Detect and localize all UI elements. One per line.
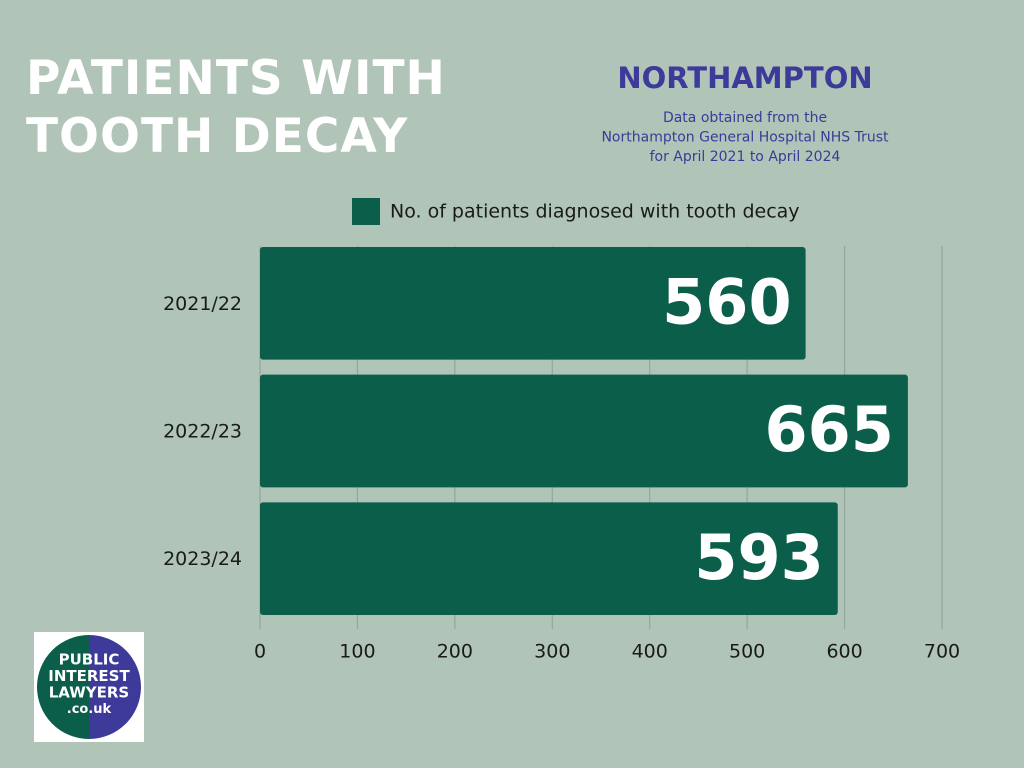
legend-label: No. of patients diagnosed with tooth dec… [390,201,800,223]
value-label: 593 [694,521,823,594]
x-tick-label: 300 [534,641,570,663]
y-tick-label: 2022/23 [163,421,242,443]
x-tick-label: 200 [437,641,473,663]
x-tick-label: 0 [254,641,266,663]
logo-text: .co.uk [67,702,112,717]
x-tick-label: 400 [632,641,668,663]
note-line: Data obtained from the [663,110,827,126]
logo-text: LAWYERS [49,684,130,702]
x-tick-label: 100 [339,641,375,663]
note-line: Northampton General Hospital NHS Trust [601,130,889,146]
chart-title: PATIENTS WITH TOOTH DECAY [26,51,446,164]
x-tick-label: 500 [729,641,765,663]
x-tick-label: 600 [826,641,862,663]
note-line: for April 2021 to April 2024 [650,149,841,165]
y-tick-label: 2021/22 [163,293,242,315]
value-label: 665 [764,393,893,466]
bar [260,502,838,615]
logo-text: PUBLIC [59,651,120,669]
bar [260,247,806,360]
value-label: 560 [662,265,791,338]
x-tick-label: 700 [924,641,960,663]
logo-text: INTEREST [48,667,130,685]
y-tick-label: 2023/24 [163,548,242,570]
bar [260,374,908,488]
chart-subtitle: NORTHAMPTON [617,61,872,95]
legend-swatch [352,198,380,225]
